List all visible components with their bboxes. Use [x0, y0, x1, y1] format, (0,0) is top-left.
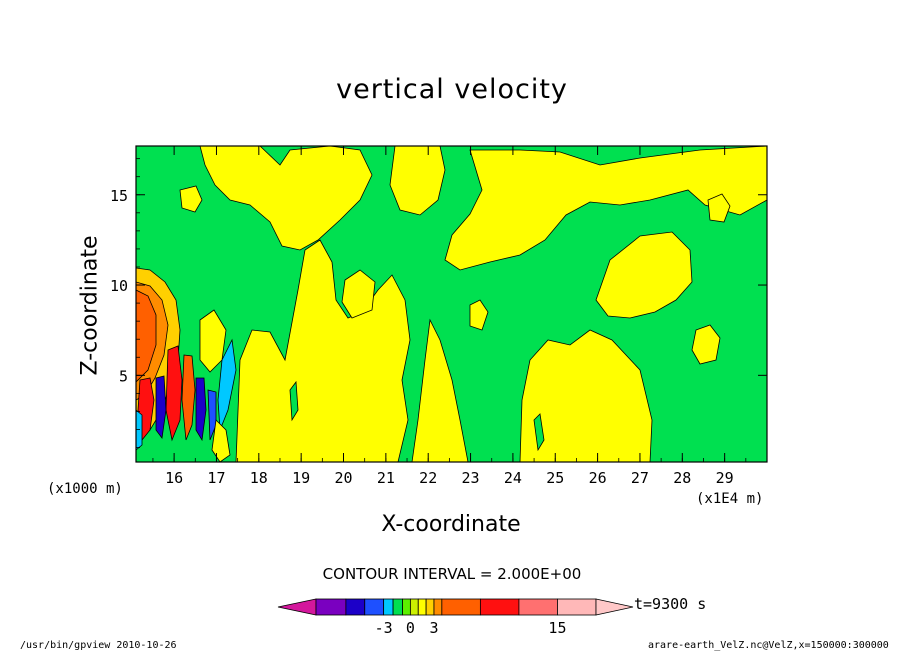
colorbar-segment	[383, 598, 394, 616]
colorbar-lower-triangle	[277, 598, 317, 616]
cell-green	[533, 413, 545, 452]
plot-frame	[135, 145, 768, 463]
x-tick-label: 26	[589, 469, 607, 487]
colorbar-segment	[409, 598, 419, 616]
region-yellow	[389, 146, 446, 216]
colorbar-tick-label: 15	[548, 619, 566, 637]
cell-yellow	[211, 419, 231, 462]
x-tick-label: 16	[165, 469, 183, 487]
region-yellow	[595, 231, 693, 319]
y-tick-label: 5	[119, 367, 128, 385]
cell-yellow	[199, 309, 227, 373]
region-yellow	[235, 239, 411, 462]
x-tick-label: 22	[419, 469, 437, 487]
colorbar-segment	[441, 598, 481, 616]
x-tick-label: 19	[292, 469, 310, 487]
x-tick-label: 28	[673, 469, 691, 487]
colorbar-segment	[364, 598, 385, 616]
x-unit-right: (x1E4 m)	[696, 491, 764, 507]
colorbar-segment	[392, 598, 403, 616]
region-yellow	[179, 185, 203, 213]
y-axis-label: Z-coordinate	[77, 235, 103, 376]
colorbar-segment	[417, 598, 427, 616]
colorbar-segment	[315, 598, 347, 616]
colorbar-segment	[425, 598, 435, 616]
colorbar-tick-label: 0	[406, 619, 415, 637]
region-yellow	[707, 193, 731, 223]
x-tick-label: 24	[504, 469, 522, 487]
cell-blue	[195, 377, 207, 442]
colorbar-segment	[433, 598, 443, 616]
colorbar-tick-label: 3	[429, 619, 438, 637]
colorbar-segment	[518, 598, 558, 616]
colorbar-upper-triangle	[595, 598, 634, 616]
region-yellow	[469, 299, 489, 331]
region-yellow	[199, 146, 373, 251]
x-tick-label: 18	[250, 469, 268, 487]
colorbar-segment	[402, 598, 411, 616]
cell-orange	[136, 289, 157, 383]
region-yellow	[411, 318, 469, 462]
region-yellow	[519, 329, 653, 462]
x-axis-label: X-coordinate	[381, 512, 521, 537]
x-unit-left: (x1000 m)	[47, 481, 123, 497]
chart-title: vertical velocity	[336, 74, 568, 105]
cell-cyan	[136, 409, 143, 451]
x-tick-label: 20	[334, 469, 352, 487]
cell-cyan	[217, 338, 237, 431]
colorbar-segment	[557, 598, 597, 616]
region-yellow	[341, 269, 376, 319]
colorbar-tick-label: -3	[375, 619, 393, 637]
x-tick-label: 17	[207, 469, 225, 487]
time-label: t=9300 s	[634, 595, 707, 613]
cell-blue	[155, 375, 167, 440]
footer-left: /usr/bin/gpview 2010-10-26	[20, 640, 177, 651]
y-tick-label: 15	[110, 187, 128, 205]
contour-interval-label: CONTOUR INTERVAL = 2.000E+00	[322, 565, 582, 583]
colorbar-segment	[345, 598, 366, 616]
x-tick-label: 25	[546, 469, 564, 487]
cell-red	[181, 354, 196, 441]
colorbar-segment	[479, 598, 520, 616]
x-tick-label: 29	[716, 469, 734, 487]
x-tick-label: 27	[631, 469, 649, 487]
x-tick-label: 23	[462, 469, 480, 487]
x-tick-label: 21	[377, 469, 395, 487]
footer-right: arare-earth_VelZ.nc@VelZ,x=150000:300000	[648, 640, 889, 651]
cell-green	[289, 380, 299, 422]
region-yellow	[691, 324, 721, 365]
region-yellow	[444, 146, 767, 271]
y-tick-label: 10	[110, 277, 128, 295]
field-layer	[136, 146, 767, 462]
